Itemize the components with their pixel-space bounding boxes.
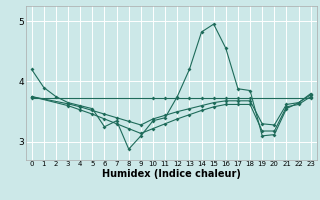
X-axis label: Humidex (Indice chaleur): Humidex (Indice chaleur)	[102, 169, 241, 179]
